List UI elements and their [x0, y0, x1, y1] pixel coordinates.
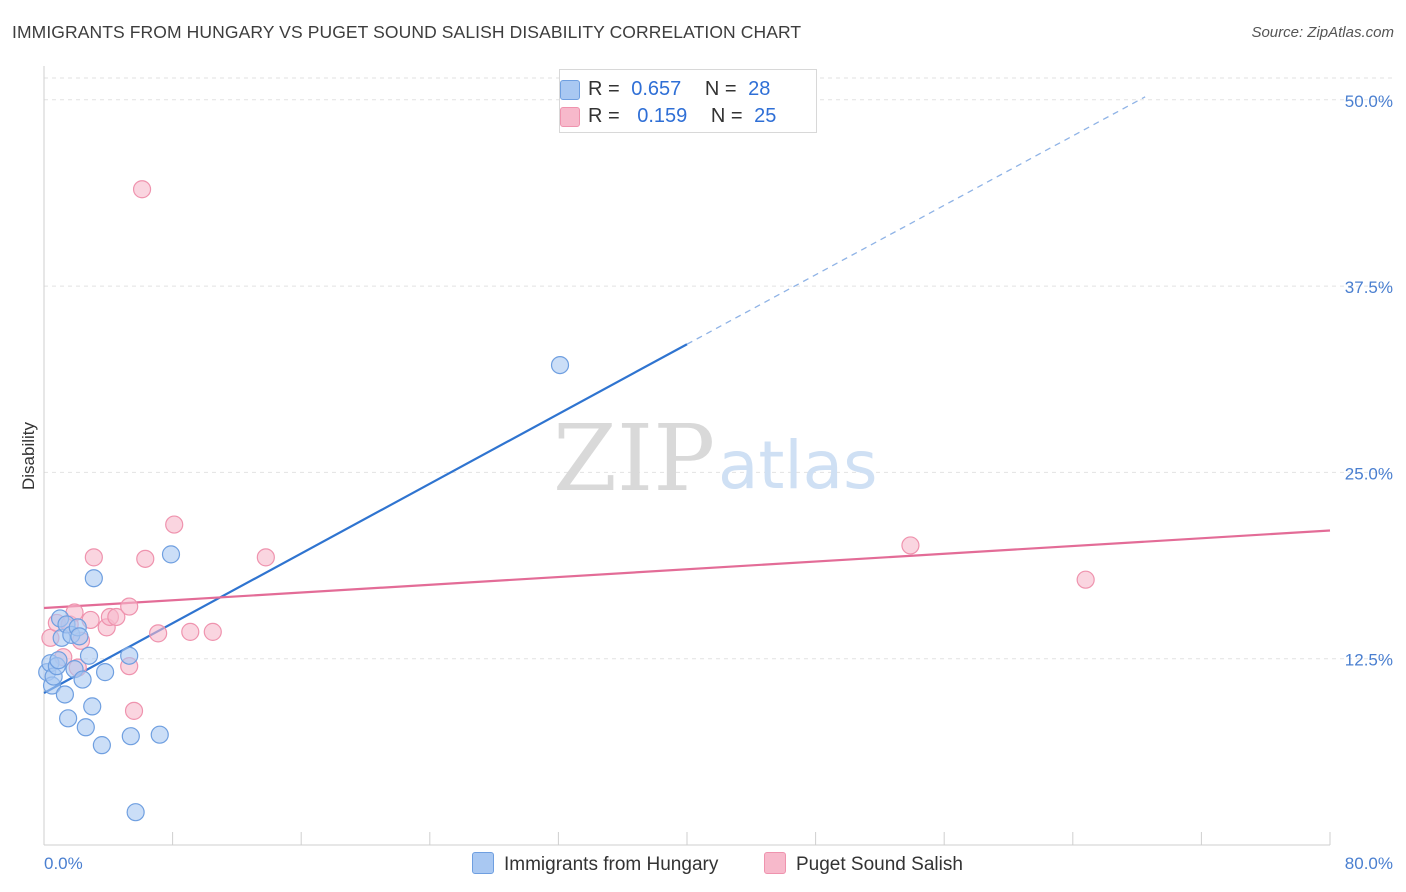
x-tick-label: 0.0% — [44, 854, 83, 873]
point-hungary — [79, 646, 99, 665]
trend-line-salish — [43, 529, 1331, 610]
legend-row-hungary: R = 0.657 N = 28 — [560, 78, 771, 102]
y-tick-label: 12.5% — [1345, 651, 1393, 670]
point-hungary — [161, 545, 181, 564]
point-salish — [256, 548, 275, 567]
point-salish — [120, 597, 139, 616]
legend-r-value: 0.657 — [631, 78, 682, 100]
point-hungary — [150, 725, 169, 744]
point-hungary — [55, 685, 74, 704]
point-hungary — [84, 569, 103, 588]
trend-lines — [43, 96, 1331, 694]
chart-title: IMMIGRANTS FROM HUNGARY VS PUGET SOUND S… — [12, 22, 802, 42]
legend-r-value: 0.159 — [637, 105, 688, 127]
point-salish — [901, 536, 920, 555]
point-salish — [84, 548, 103, 567]
y-tick-label: 50.0% — [1345, 92, 1393, 111]
point-hungary — [95, 663, 115, 682]
point-hungary — [550, 355, 570, 375]
legend-n-value: 28 — [748, 78, 771, 100]
point-salish — [203, 622, 222, 641]
source-note: Source: ZipAtlas.com — [1251, 24, 1394, 41]
bottom-legend-salish: Puget Sound Salish — [764, 852, 963, 876]
point-salish — [136, 549, 155, 568]
tick-labels: 12.5% 25.0% 37.5% 50.0% 0.0% 80.0% — [44, 92, 1393, 873]
trend-line-hungary-extension — [686, 96, 1146, 345]
point-hungary — [49, 651, 68, 670]
data-points — [38, 180, 1095, 822]
y-axis-label: Disability — [19, 421, 38, 490]
bottom-legend-label: Puget Sound Salish — [796, 854, 963, 875]
axes — [43, 66, 1331, 846]
point-salish — [149, 624, 168, 643]
bottom-legend-label: Immigrants from Hungary — [504, 854, 719, 875]
point-hungary — [59, 709, 78, 728]
point-salish — [165, 515, 184, 534]
point-salish — [124, 701, 144, 720]
watermark: ZIP atlas — [553, 405, 878, 512]
point-hungary — [121, 727, 140, 746]
watermark-atlas: atlas — [718, 427, 878, 504]
point-hungary — [126, 803, 145, 822]
point-salish — [181, 622, 200, 641]
correlation-legend: R = 0.657 N = 28 R = 0.159 N = 25 — [559, 69, 817, 133]
point-hungary — [83, 697, 102, 716]
point-hungary — [76, 718, 95, 737]
grid-lines — [44, 77, 1392, 660]
point-salish — [132, 180, 152, 199]
point-hungary — [73, 670, 92, 689]
legend-n-label: N = — [704, 78, 737, 100]
legend-n-label: N = — [710, 105, 743, 127]
point-hungary — [92, 736, 111, 755]
y-tick-label: 25.0% — [1345, 464, 1393, 483]
y-tick-label: 37.5% — [1345, 278, 1393, 297]
legend-row-salish: R = 0.159 N = 25 — [560, 105, 777, 129]
point-salish — [107, 607, 126, 627]
point-salish — [1076, 570, 1095, 589]
legend-swatch-blue — [560, 80, 580, 100]
watermark-zip: ZIP — [553, 405, 715, 512]
legend-swatch-pink — [560, 107, 580, 127]
legend-r-label: R = — [588, 78, 620, 100]
bottom-legend-swatch-pink — [764, 852, 786, 874]
bottom-legend-hungary: Immigrants from Hungary — [472, 852, 718, 876]
bottom-legend-swatch-blue — [472, 852, 494, 874]
legend-n-value: 25 — [754, 105, 777, 127]
legend-r-label: R = — [588, 105, 620, 127]
point-hungary — [120, 646, 139, 665]
x-tick-label: 80.0% — [1345, 854, 1393, 873]
trend-line-hungary — [43, 343, 688, 694]
point-hungary — [70, 627, 89, 646]
